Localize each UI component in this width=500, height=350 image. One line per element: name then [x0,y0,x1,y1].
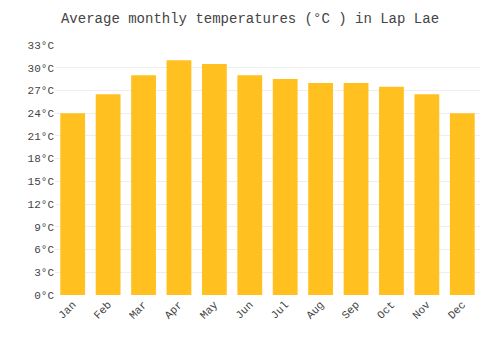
svg-text:21°C: 21°C [28,131,55,143]
svg-text:6°C: 6°C [34,244,54,256]
svg-text:Jun: Jun [233,299,255,321]
svg-text:30°C: 30°C [28,63,55,75]
svg-text:3°C: 3°C [34,267,54,279]
svg-text:Oct: Oct [375,299,397,321]
svg-text:27°C: 27°C [28,85,55,97]
svg-text:18°C: 18°C [28,153,55,165]
svg-text:Jan: Jan [56,299,78,321]
svg-text:Nov: Nov [410,299,433,322]
svg-text:12°C: 12°C [28,199,55,211]
svg-text:15°C: 15°C [28,176,55,188]
svg-text:Dec: Dec [446,299,468,321]
svg-text:Apr: Apr [162,299,184,321]
svg-text:Feb: Feb [92,299,114,321]
svg-text:May: May [198,299,221,322]
svg-text:9°C: 9°C [34,222,54,234]
svg-text:0°C: 0°C [34,290,54,302]
svg-text:Sep: Sep [340,299,362,321]
svg-text:33°C: 33°C [28,40,55,52]
svg-text:Jul: Jul [269,299,291,321]
svg-text:24°C: 24°C [28,108,55,120]
svg-text:Average monthly temperatures (: Average monthly temperatures (°C ) in La… [61,11,439,27]
svg-text:Mar: Mar [127,299,149,321]
svg-text:Aug: Aug [304,299,326,321]
